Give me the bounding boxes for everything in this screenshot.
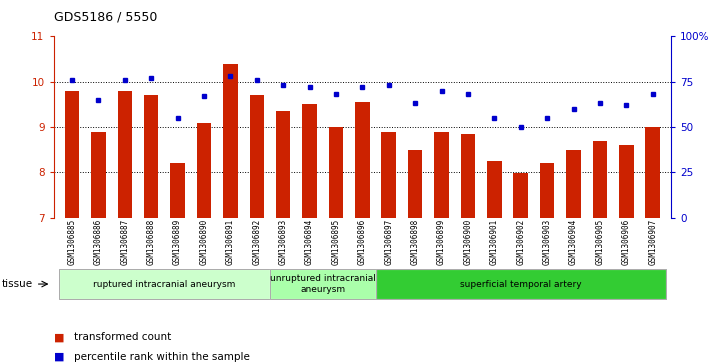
Text: ■: ■ <box>54 332 64 342</box>
Text: ■: ■ <box>54 352 64 362</box>
Text: transformed count: transformed count <box>74 332 171 342</box>
Bar <box>381 131 396 218</box>
Bar <box>144 95 159 218</box>
Bar <box>65 91 79 218</box>
Bar <box>59 269 270 299</box>
Bar <box>408 150 423 218</box>
Bar <box>619 145 633 218</box>
Bar <box>645 127 660 218</box>
Bar <box>118 91 132 218</box>
Bar <box>376 269 666 299</box>
Bar <box>376 269 666 299</box>
Bar <box>328 127 343 218</box>
Bar <box>270 269 376 299</box>
Bar <box>223 64 238 218</box>
Bar <box>434 131 449 218</box>
Bar <box>540 163 554 218</box>
Bar <box>566 150 580 218</box>
Bar <box>91 131 106 218</box>
Text: tissue: tissue <box>1 279 33 289</box>
Bar <box>302 105 317 218</box>
Text: unruptured intracranial
aneurysm: unruptured intracranial aneurysm <box>270 274 376 294</box>
Bar <box>197 123 211 218</box>
Bar <box>249 95 264 218</box>
Text: GDS5186 / 5550: GDS5186 / 5550 <box>54 11 157 24</box>
Bar <box>593 141 607 218</box>
Bar <box>355 102 370 218</box>
Bar <box>461 134 476 218</box>
Text: superficial temporal artery: superficial temporal artery <box>460 280 581 289</box>
Bar <box>171 163 185 218</box>
Bar <box>59 269 270 299</box>
Bar <box>513 173 528 218</box>
Bar <box>276 111 291 218</box>
Text: percentile rank within the sample: percentile rank within the sample <box>74 352 249 362</box>
Bar <box>487 161 501 218</box>
Bar <box>270 269 376 299</box>
Text: ruptured intracranial aneurysm: ruptured intracranial aneurysm <box>94 280 236 289</box>
